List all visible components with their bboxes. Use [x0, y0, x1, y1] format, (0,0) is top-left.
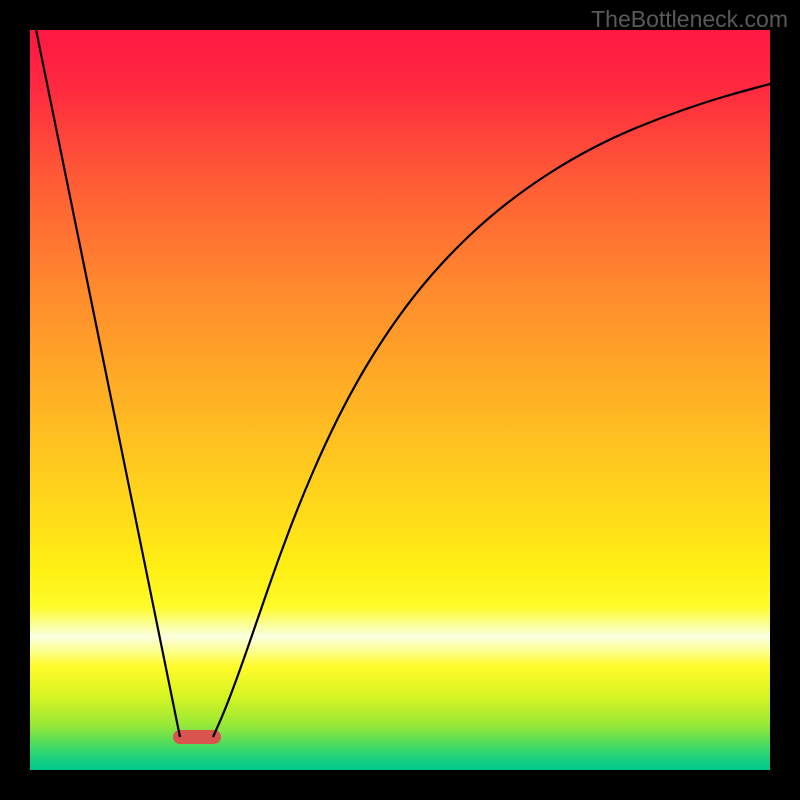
- bottleneck-chart: [0, 0, 800, 800]
- plot-background: [30, 30, 770, 770]
- chart-container: TheBottleneck.com: [0, 0, 800, 800]
- watermark-text: TheBottleneck.com: [591, 6, 788, 33]
